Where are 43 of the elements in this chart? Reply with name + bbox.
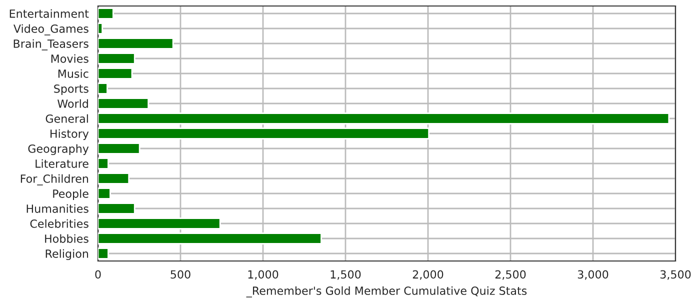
bar <box>98 188 111 200</box>
y-tick-label: Humanities <box>26 204 88 213</box>
y-tick-label: Religion <box>46 249 88 260</box>
bar <box>98 22 103 34</box>
y-tick-label: General <box>46 114 88 123</box>
y-tick-label: Music <box>58 69 88 78</box>
bar <box>98 52 136 64</box>
bar <box>98 68 133 80</box>
x-tick-label: 3,000 <box>578 270 608 280</box>
y-tick-label: Movies <box>51 54 88 63</box>
bar <box>98 232 322 244</box>
bar <box>98 82 108 94</box>
y-tick-label: Entertainment <box>10 9 89 18</box>
y-tick-label: Video_Games <box>14 24 88 36</box>
bar <box>98 8 114 20</box>
x-tick-label: 2,500 <box>495 270 526 280</box>
y-tick-label: Geography <box>28 144 89 156</box>
x-tick-label: 1,500 <box>330 270 361 280</box>
bar <box>98 248 109 260</box>
bar <box>98 172 130 184</box>
bar <box>98 38 174 50</box>
bar <box>98 202 136 214</box>
bar <box>98 98 150 110</box>
x-tick-label: 0 <box>95 270 101 279</box>
x-tick-label: 1,000 <box>248 270 278 280</box>
x-axis-title: _Remember's Gold Member Cumulative Quiz Stats <box>246 286 527 298</box>
x-tick-label: 2,000 <box>412 270 444 280</box>
y-tick-label: History <box>50 129 89 140</box>
y-tick-label: Hobbies <box>45 234 88 243</box>
y-tick-label: Brain_Teasers <box>14 39 88 50</box>
y-tick-label: For_Children <box>20 174 88 186</box>
y-tick-label: World <box>58 99 88 108</box>
bar <box>98 112 670 124</box>
y-tick-label: Sports <box>54 84 88 96</box>
y-tick-label: People <box>53 189 88 200</box>
bar <box>98 128 430 140</box>
x-tick-label: 500 <box>170 270 190 279</box>
bar <box>98 218 221 230</box>
y-tick-label: Literature <box>36 159 88 168</box>
x-tick-label: 3,500 <box>660 270 691 280</box>
y-tick-label: Celebrities <box>30 219 88 228</box>
bar <box>98 142 140 154</box>
bar <box>98 158 109 170</box>
